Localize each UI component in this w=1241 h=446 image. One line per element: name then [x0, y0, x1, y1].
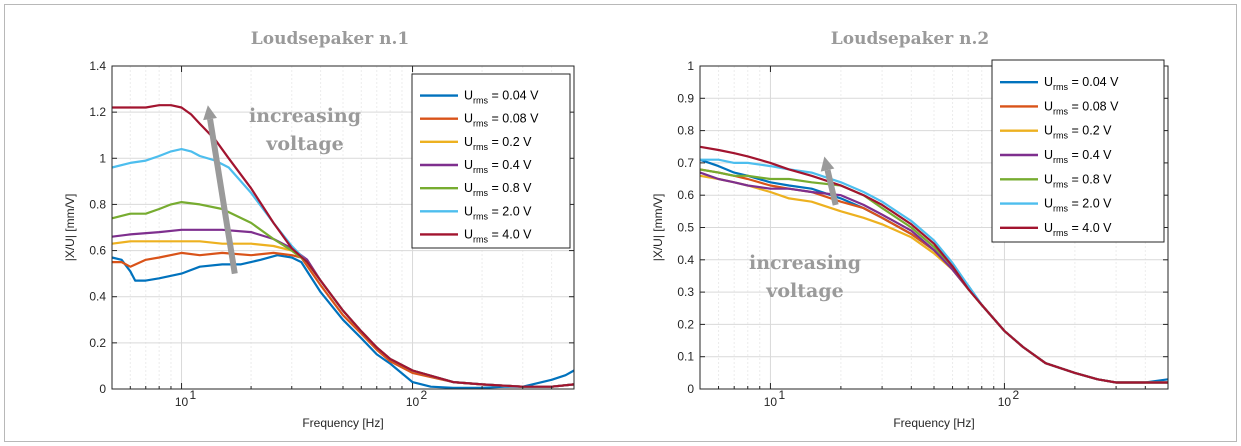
- legend-label-1: Urms = 0.04 V: [464, 89, 539, 106]
- arrow-shaft: [207, 118, 238, 275]
- y-tick-label: 0.6: [89, 244, 106, 258]
- y-tick-label: 0.2: [677, 317, 694, 331]
- x-tick-label-exp: 2: [1012, 388, 1019, 402]
- chart-title: Loudsepaker n.2: [831, 29, 989, 49]
- y-tick-label: 0.8: [89, 197, 106, 211]
- legend-label-2: Urms = 0.08 V: [464, 112, 539, 129]
- annotation-line-2: voltage: [265, 133, 343, 155]
- legend-label-5: Urms = 0.8 V: [464, 181, 532, 198]
- y-tick-label: 0.6: [677, 188, 694, 202]
- legend-box: [411, 73, 571, 249]
- legend: Urms = 0.04 V Urms = 0.08 V Urms = 0.2 V Ur…: [991, 59, 1165, 243]
- legend-label-6: Urms = 2.0 V: [464, 204, 532, 221]
- y-axis-label: |X/U| [mm/V]: [651, 194, 665, 262]
- x-tick-label-exp: 1: [190, 388, 197, 402]
- legend-box: [991, 59, 1165, 243]
- y-tick-label: 0: [99, 382, 106, 396]
- series-line-7: [699, 145, 1168, 384]
- y-tick-label: 0.5: [677, 221, 694, 235]
- series-line-7: [112, 104, 575, 388]
- legend-label-4: Urms = 0.4 V: [1044, 148, 1112, 165]
- y-tick-label: 0.4: [89, 290, 106, 304]
- y-tick-label: 1: [99, 151, 106, 165]
- legend-label-3: Urms = 0.2 V: [1044, 124, 1112, 141]
- y-tick-label: 0.2: [89, 336, 106, 350]
- y-axis-label: |X/U| [mm/V]: [63, 194, 77, 262]
- x-axis-label: Frequency [Hz]: [893, 416, 974, 430]
- x-tick-label-exp: 1: [778, 388, 785, 402]
- x-tick-label: 10: [764, 395, 778, 409]
- y-tick-label: 0.4: [677, 253, 694, 267]
- chart-title: Loudsepaker n.1: [251, 29, 409, 49]
- x-tick-label-exp: 2: [421, 388, 428, 402]
- y-tick-label: 1.4: [89, 59, 106, 73]
- y-tick-label: 0.1: [677, 350, 694, 364]
- y-tick-label: 0: [687, 382, 694, 396]
- y-tick-label: 0.9: [677, 91, 694, 105]
- annotation-line-1: increasing: [749, 252, 861, 274]
- arrow-shaft: [824, 169, 839, 206]
- legend-label-3: Urms = 0.2 V: [464, 135, 532, 152]
- arrow-head: [203, 105, 217, 121]
- legend-label-4: Urms = 0.4 V: [464, 158, 532, 175]
- annotation-line-2: voltage: [765, 280, 843, 302]
- y-tick-label: 0.7: [677, 156, 694, 170]
- y-tick-label: 1.2: [89, 105, 106, 119]
- legend-label-6: Urms = 2.0 V: [1044, 197, 1112, 214]
- legend: Urms = 0.04 V Urms = 0.08 V Urms = 0.2 V Ur…: [411, 73, 571, 249]
- series-line-1: [111, 254, 575, 389]
- legend-label-7: Urms = 4.0 V: [1044, 221, 1112, 238]
- y-tick-label: 0.3: [677, 285, 694, 299]
- x-tick-label: 10: [406, 395, 420, 409]
- legend-label-2: Urms = 0.08 V: [1044, 99, 1119, 116]
- x-tick-label: 10: [998, 395, 1012, 409]
- y-tick-label: 0.8: [677, 124, 694, 138]
- x-axis-label: Frequency [Hz]: [302, 416, 383, 430]
- legend-label-7: Urms = 4.0 V: [464, 227, 532, 244]
- y-tick-label: 1: [687, 59, 694, 73]
- legend-label-1: Urms = 0.04 V: [1044, 75, 1119, 92]
- arrow-head: [820, 156, 835, 172]
- annotation-line-1: increasing: [249, 105, 361, 127]
- figure-frame: [4, 4, 1237, 442]
- legend-label-5: Urms = 0.8 V: [1044, 172, 1112, 189]
- x-tick-label: 10: [175, 395, 189, 409]
